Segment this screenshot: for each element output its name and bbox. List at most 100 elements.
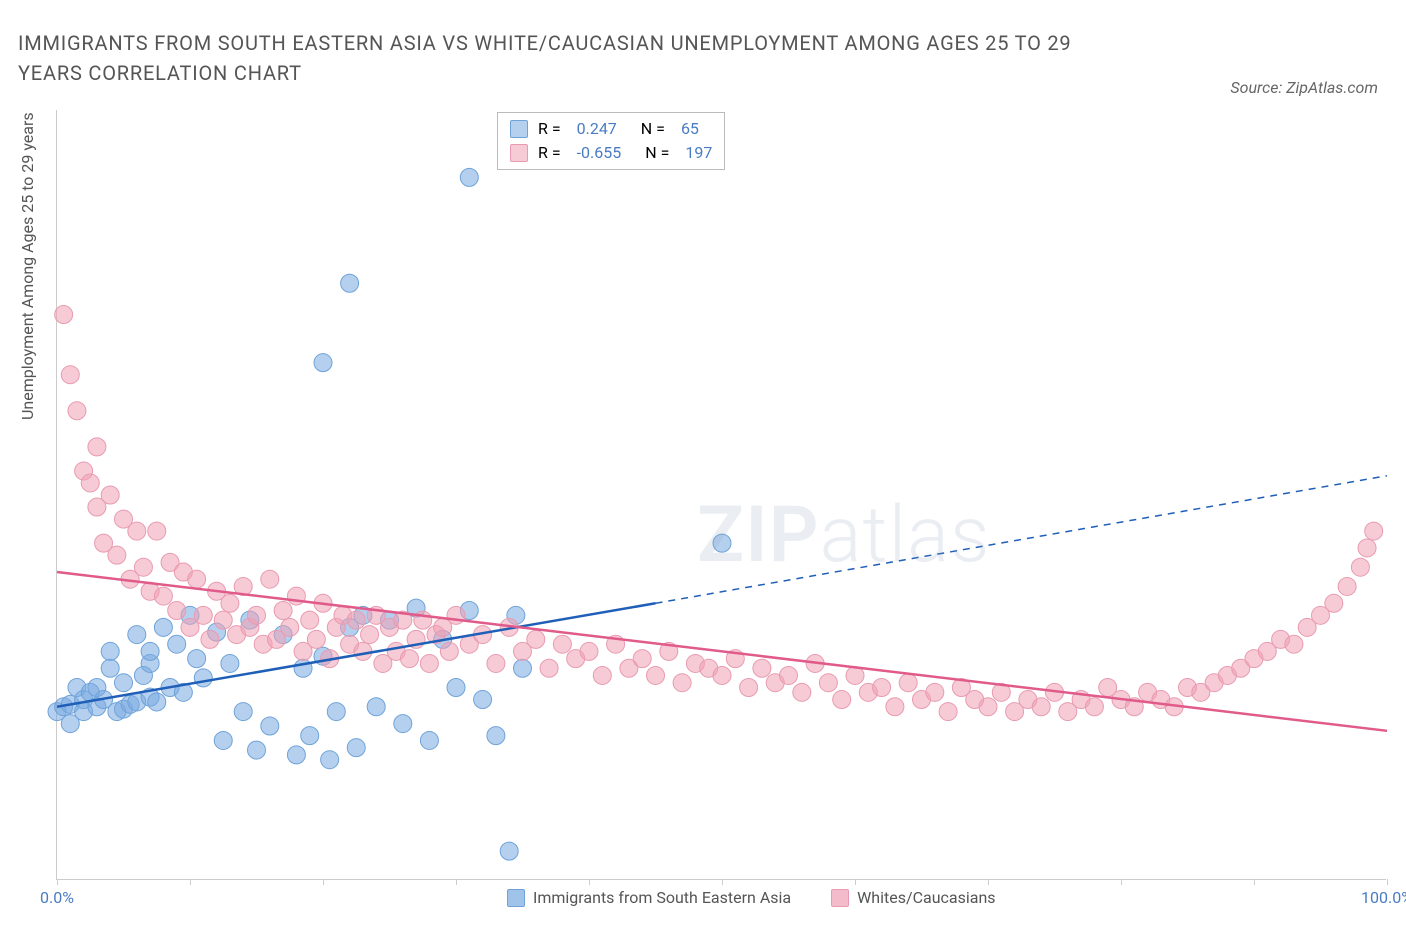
scatter-point <box>367 698 385 716</box>
scatter-point <box>580 642 598 660</box>
scatter-point <box>347 611 365 629</box>
chart-area: ZIPatlas R = 0.247 N = 65 R = -0.655 N =… <box>56 110 1386 880</box>
scatter-point <box>88 438 106 456</box>
scatter-point <box>354 642 372 660</box>
scatter-point <box>873 679 891 697</box>
x-tick-mark <box>855 879 856 885</box>
scatter-point <box>108 546 126 564</box>
x-tick-mark <box>1121 879 1122 885</box>
legend-swatch-blue <box>510 120 528 138</box>
x-tick-mark <box>589 879 590 885</box>
scatter-point <box>141 642 159 660</box>
scatter-point <box>221 654 239 672</box>
y-axis-label: Unemployment Among Ages 25 to 29 years <box>18 112 37 420</box>
scatter-point <box>793 683 811 701</box>
trend-line <box>57 572 1387 731</box>
legend-n-value-2: 197 <box>685 141 712 165</box>
scatter-point <box>301 727 319 745</box>
scatter-point <box>460 168 478 186</box>
scatter-point <box>148 522 166 540</box>
scatter-point <box>673 674 691 692</box>
scatter-point <box>713 534 731 552</box>
scatter-point <box>234 703 252 721</box>
scatter-point <box>168 602 186 620</box>
scatter-point <box>939 703 957 721</box>
scatter-point <box>307 630 325 648</box>
scatter-point <box>514 659 532 677</box>
scatter-point <box>61 366 79 384</box>
scatter-point <box>527 630 545 648</box>
scatter-svg <box>57 110 1387 880</box>
scatter-point <box>101 486 119 504</box>
scatter-point <box>420 654 438 672</box>
scatter-point <box>287 746 305 764</box>
scatter-point <box>128 626 146 644</box>
bottom-legend: Immigrants from South Eastern Asia White… <box>507 888 996 907</box>
scatter-point <box>1032 698 1050 716</box>
scatter-point <box>1351 558 1369 576</box>
scatter-point <box>314 354 332 372</box>
scatter-point <box>1338 577 1356 595</box>
scatter-point <box>148 693 166 711</box>
scatter-point <box>261 570 279 588</box>
x-tick-mark <box>722 879 723 885</box>
scatter-point <box>979 698 997 716</box>
scatter-point <box>281 618 299 636</box>
x-tick-mark <box>190 879 191 885</box>
trend-line-extrapolated <box>656 476 1388 604</box>
x-tick-mark <box>323 879 324 885</box>
scatter-point <box>500 842 518 860</box>
scatter-point <box>214 731 232 749</box>
bottom-swatch-pink <box>831 889 849 907</box>
scatter-point <box>440 642 458 660</box>
scatter-point <box>194 669 212 687</box>
scatter-point <box>128 522 146 540</box>
x-tick-mark <box>57 879 58 885</box>
scatter-point <box>115 674 133 692</box>
scatter-point <box>1365 522 1383 540</box>
scatter-point <box>68 402 86 420</box>
scatter-point <box>248 606 266 624</box>
scatter-point <box>593 666 611 684</box>
scatter-point <box>188 650 206 668</box>
scatter-point <box>1358 539 1376 557</box>
scatter-point <box>101 642 119 660</box>
scatter-point <box>1085 698 1103 716</box>
scatter-point <box>101 659 119 677</box>
scatter-point <box>347 739 365 757</box>
scatter-point <box>361 626 379 644</box>
scatter-point <box>400 650 418 668</box>
bottom-legend-label-1: Immigrants from South Eastern Asia <box>533 888 791 907</box>
scatter-point <box>214 611 232 629</box>
scatter-point <box>134 558 152 576</box>
scatter-point <box>447 679 465 697</box>
legend-r-label: R = <box>538 141 561 165</box>
scatter-point <box>1285 635 1303 653</box>
legend-r-value-2: -0.655 <box>577 141 622 165</box>
scatter-point <box>274 602 292 620</box>
scatter-point <box>819 674 837 692</box>
scatter-point <box>55 306 73 324</box>
legend-n-label: N = <box>641 117 665 141</box>
scatter-point <box>886 698 904 716</box>
scatter-point <box>474 691 492 709</box>
legend-n-label: N = <box>645 141 669 165</box>
scatter-point <box>833 691 851 709</box>
scatter-point <box>926 683 944 701</box>
scatter-point <box>713 666 731 684</box>
scatter-point <box>899 674 917 692</box>
legend-n-value-1: 65 <box>681 117 699 141</box>
plot-region: ZIPatlas R = 0.247 N = 65 R = -0.655 N =… <box>56 110 1386 880</box>
scatter-point <box>221 594 239 612</box>
scatter-point <box>540 659 558 677</box>
scatter-point <box>154 618 172 636</box>
bottom-legend-label-2: Whites/Caucasians <box>857 888 995 907</box>
x-tick-mark <box>1254 879 1255 885</box>
bottom-legend-item-1: Immigrants from South Eastern Asia <box>507 888 791 907</box>
scatter-point <box>188 570 206 588</box>
correlation-legend: R = 0.247 N = 65 R = -0.655 N = 197 <box>497 112 725 170</box>
scatter-point <box>248 741 266 759</box>
scatter-point <box>487 727 505 745</box>
x-tick-label: 100.0% <box>1361 888 1406 907</box>
scatter-point <box>201 630 219 648</box>
